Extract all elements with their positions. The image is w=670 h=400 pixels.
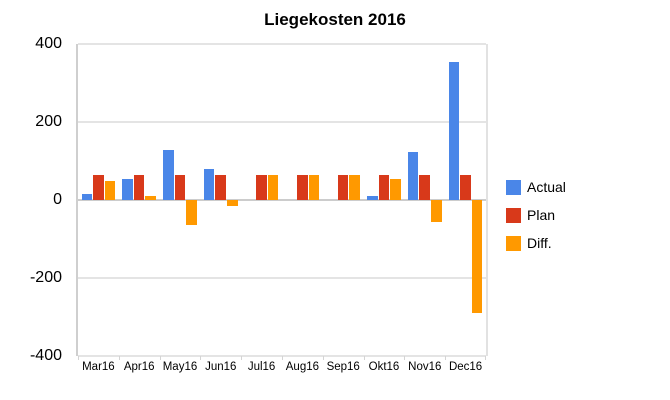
legend-swatch-icon (506, 208, 521, 223)
x-axis-tick (363, 356, 365, 360)
bar-diff-May16 (186, 200, 197, 225)
bar-diff-Nov16 (431, 200, 442, 223)
x-axis-label-Nov16: Nov16 (408, 361, 442, 373)
x-axis-label-May16: May16 (162, 361, 198, 373)
bar-actual-Dec16 (448, 61, 460, 200)
bar-group-Apr16 (119, 44, 160, 356)
legend-label: Actual (527, 179, 566, 195)
gridline--200 (78, 277, 486, 279)
chart-title: Liegekosten 2016 (264, 10, 406, 29)
legend-item-plan: Plan (506, 208, 566, 223)
bar-actual-May16 (163, 150, 174, 200)
y-tick-label--400: -400 (29, 347, 62, 364)
x-axis-label-Sep16: Sep16 (326, 361, 360, 373)
bar-diff-Jul16 (267, 174, 279, 200)
bar-group-Sep16 (323, 44, 364, 356)
legend-item-actual: Actual (506, 180, 566, 195)
x-axis-label-Okt16: Okt16 (368, 361, 400, 373)
chart-legend: Actual Plan Diff. (506, 180, 566, 251)
bar-group-Nov16 (404, 44, 445, 356)
gridline-200 (78, 121, 486, 123)
bar-plan-Mar16 (93, 174, 104, 200)
x-axis-tick (322, 356, 324, 360)
bar-diff-Sep16 (349, 174, 361, 200)
x-axis-tick (485, 356, 486, 360)
x-axis-label-Jun16: Jun16 (205, 361, 237, 373)
bar-diff-Mar16 (104, 180, 116, 200)
x-axis-label-Mar16: Mar16 (82, 361, 115, 373)
x-axis-label-Dec16: Dec16 (448, 361, 483, 373)
x-axis-label-Jul16: Jul16 (247, 361, 276, 373)
x-axis-tick (118, 356, 120, 360)
bar-group-Aug16 (282, 44, 323, 356)
x-axis-label-Aug16: Aug16 (285, 361, 320, 373)
y-tick-label-400: 400 (35, 35, 62, 52)
legend-swatch-icon (506, 236, 521, 251)
x-axis-tick (78, 356, 79, 360)
y-tick-label-200: 200 (35, 113, 62, 130)
x-axis-tick (241, 356, 243, 360)
bar-actual-Apr16 (122, 178, 133, 200)
x-axis-tick (200, 356, 202, 360)
bar-actual-Nov16 (407, 152, 419, 200)
bar-group-Jul16 (241, 44, 282, 356)
bar-plan-Okt16 (378, 174, 390, 200)
bar-actual-Mar16 (81, 194, 93, 200)
bar-plan-Jul16 (256, 174, 267, 200)
bar-plan-Nov16 (419, 174, 431, 200)
bar-group-Okt16 (364, 44, 405, 356)
bar-actual-Jun16 (203, 168, 215, 200)
bar-plan-Apr16 (133, 174, 145, 200)
legend-swatch-icon (506, 180, 521, 195)
x-axis-tick (445, 356, 447, 360)
zero-gridline (78, 199, 486, 201)
x-axis-tick (282, 356, 283, 360)
x-axis-label-Apr16: Apr16 (123, 361, 155, 373)
bar-diff-Jun16 (227, 200, 238, 206)
bar-plan-Sep16 (337, 174, 349, 200)
bar-group-Jun16 (200, 44, 241, 356)
bar-diff-Aug16 (308, 174, 320, 200)
bar-diff-Okt16 (390, 178, 401, 200)
bar-actual-Okt16 (367, 196, 378, 200)
y-tick-label-0: 0 (53, 191, 62, 208)
gridline-400 (78, 43, 486, 45)
legend-label: Plan (527, 207, 556, 223)
bar-group-Dec16 (445, 44, 486, 356)
x-axis-tick (159, 356, 161, 360)
bar-plan-Jun16 (215, 174, 227, 200)
x-axis-tick (404, 356, 406, 360)
bar-plan-Aug16 (297, 174, 308, 200)
bar-diff-Apr16 (145, 196, 157, 200)
bar-plan-Dec16 (460, 174, 471, 200)
bar-group-Mar16 (78, 44, 119, 356)
plot-area: Mar16 Apr16 May16 Jun16 Jul16 Aug16 Sep16 Okt16… (76, 43, 488, 373)
bar-plan-May16 (174, 174, 186, 200)
bar-diff-Dec16 (471, 200, 483, 314)
legend-item-diff: Diff. (506, 236, 566, 251)
legend-label: Diff. (527, 235, 552, 251)
bar-group-May16 (160, 44, 201, 356)
y-tick-label--200: -200 (29, 269, 62, 286)
